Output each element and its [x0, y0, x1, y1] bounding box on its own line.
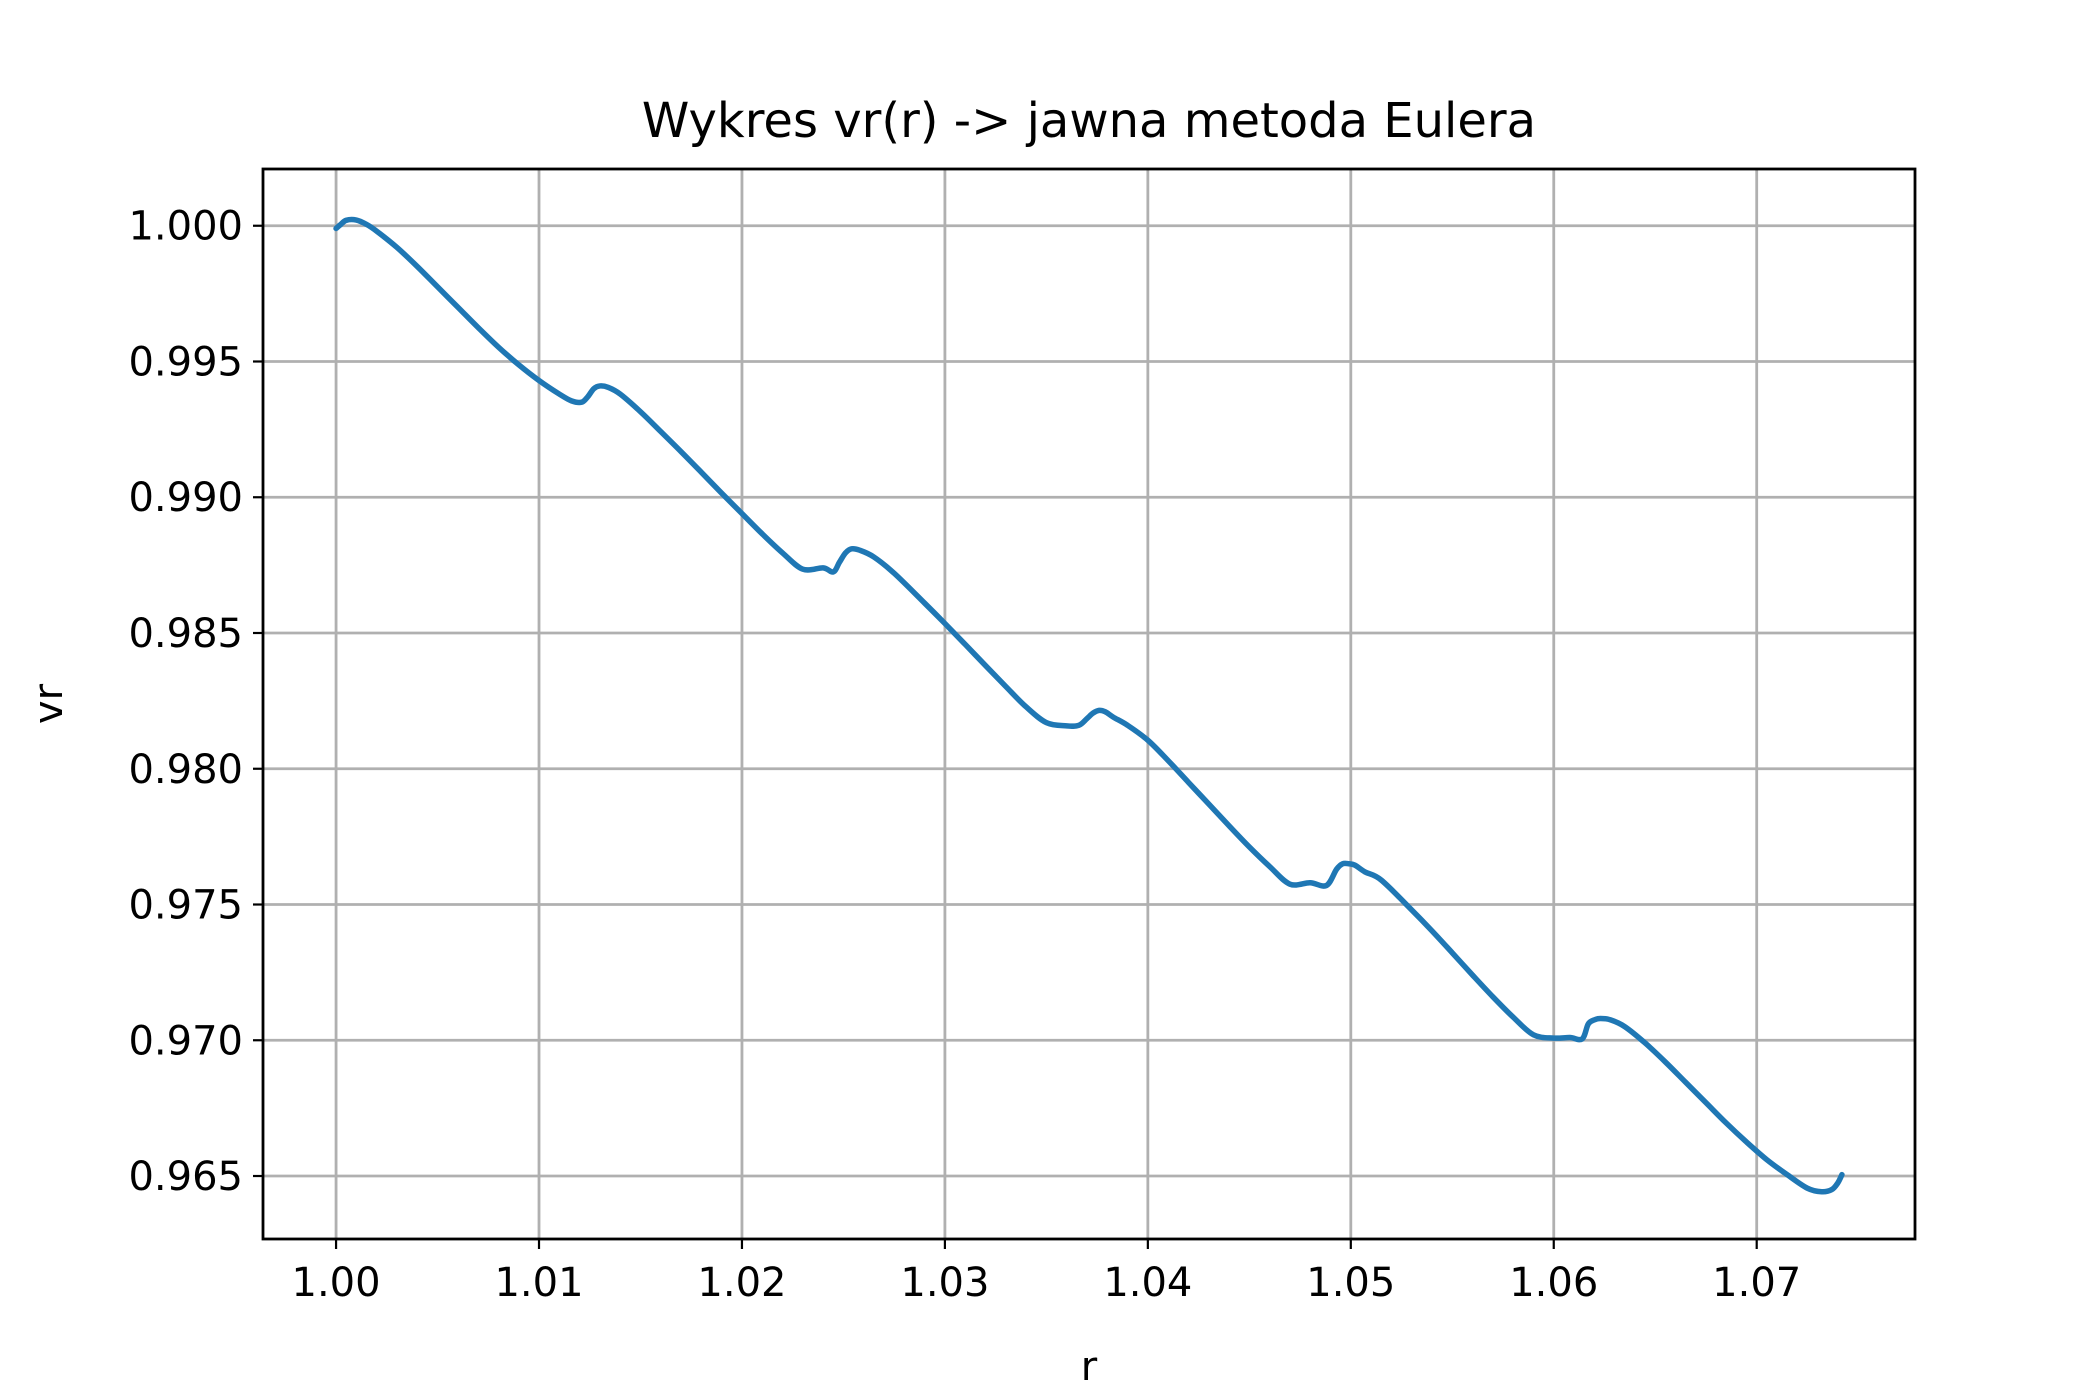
x-tick-label: 1.06	[1509, 1260, 1598, 1306]
grid	[263, 169, 1915, 1239]
y-tick-label: 0.995	[128, 339, 243, 385]
ticks: 1.00 1.01 1.02 1.03 1.04 1.05 1.06 1.07 0.965 0.9…	[128, 204, 1801, 1306]
x-tick-label: 1.05	[1306, 1260, 1395, 1306]
series-layer	[333, 216, 1845, 1195]
y-tick-label: 0.990	[128, 475, 243, 521]
x-tick-label: 1.01	[494, 1260, 583, 1306]
y-tick-label: 1.000	[128, 204, 243, 250]
y-axis-title: vr	[26, 683, 72, 724]
y-tick-label: 0.980	[128, 747, 243, 793]
chart-title: Wykres vr(r) -> jawna metoda Eulera	[642, 93, 1536, 149]
plot-area-frame	[261, 167, 1917, 1241]
x-tick-label: 1.04	[1103, 1260, 1192, 1306]
x-axis-title: r	[1081, 1344, 1098, 1390]
series-line-0	[333, 216, 1845, 1195]
x-tick-label: 1.07	[1712, 1260, 1801, 1306]
y-tick-label: 0.970	[128, 1018, 243, 1064]
y-tick-label: 0.975	[128, 883, 243, 929]
x-tick-label: 1.03	[900, 1260, 989, 1306]
y-tick-label: 0.985	[128, 611, 243, 657]
y-tick-label: 0.965	[128, 1154, 243, 1200]
x-tick-label: 1.00	[292, 1260, 381, 1306]
x-tick-label: 1.02	[697, 1260, 786, 1306]
